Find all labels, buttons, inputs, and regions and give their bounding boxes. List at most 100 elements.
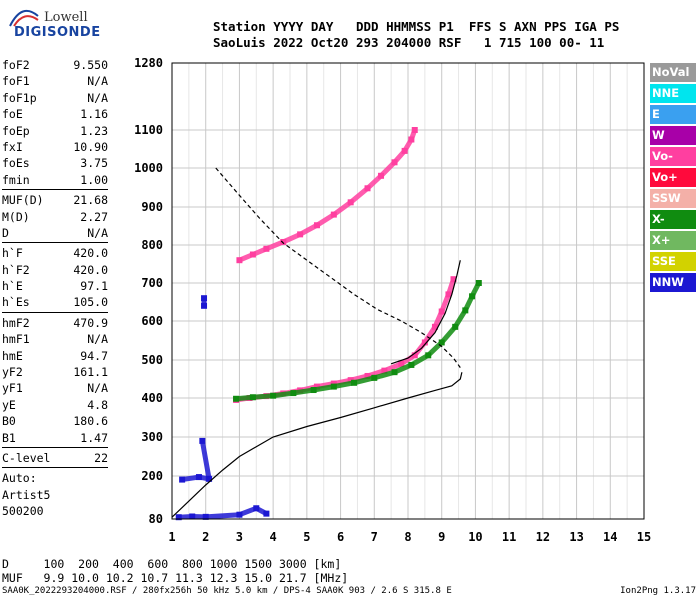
param-row: MUF(D) 21.68	[2, 192, 108, 208]
param-row: C-level 22	[2, 450, 108, 466]
param-value: N/A	[87, 74, 108, 89]
echo-point	[411, 127, 418, 133]
param-row: yF2 161.1	[2, 364, 108, 380]
legend-item: W	[650, 126, 696, 145]
muf-distance-table: D 100 200 400 600 800 1000 1500 3000 [km…	[2, 557, 348, 585]
muf-table-distance-row: D 100 200 400 600 800 1000 1500 3000 [km…	[2, 557, 342, 571]
logo-text-digisonde: DIGISONDE	[14, 25, 101, 40]
x-tick-label: 6	[337, 530, 344, 544]
y-tick-label: 800	[141, 238, 163, 252]
param-label: M(D)	[2, 209, 30, 224]
param-value: 420.0	[73, 246, 108, 261]
lowell-digisonde-logo: Lowell DIGISONDE	[6, 6, 106, 42]
echo-trace-segment	[250, 393, 276, 400]
y-tick-label: 600	[141, 314, 163, 328]
param-row: foE 1.16	[2, 106, 108, 122]
param-divider	[2, 311, 108, 313]
param-label: foF1	[2, 74, 30, 89]
param-divider	[2, 467, 108, 469]
param-value: 1.47	[80, 430, 108, 445]
param-label: hmF1	[2, 332, 30, 347]
param-value: 94.7	[80, 348, 108, 363]
echo-trace-segment	[371, 369, 398, 381]
x-tick-label: 1	[168, 530, 175, 544]
x-tick-label: 4	[270, 530, 277, 544]
profile-curve	[171, 372, 463, 518]
profile-curve	[390, 260, 461, 365]
param-row: foEs 3.75	[2, 155, 108, 171]
param-label: D	[2, 225, 9, 240]
param-label: h`F2	[2, 262, 30, 277]
param-value: 97.1	[80, 279, 108, 294]
x-tick-label: 13	[569, 530, 583, 544]
autoscale-line3: 500200	[2, 504, 44, 519]
echo-traces	[175, 127, 482, 521]
logo-antenna-icon	[9, 9, 39, 27]
x-tick-label: 7	[371, 530, 378, 544]
polarization-legend: NoVal NNE E W Vo- Vo+ SSW X- X+ SSE NNW	[650, 63, 696, 294]
param-value: 3.75	[80, 156, 108, 171]
param-row: h`F2 420.0	[2, 262, 108, 278]
param-value: 180.6	[73, 414, 108, 429]
y-tick-label: 1000	[134, 161, 163, 175]
legend-item: SSW	[650, 189, 696, 208]
legend-item: NNW	[650, 273, 696, 292]
param-label: h`E	[2, 279, 23, 294]
echo-trace-segment	[199, 438, 212, 482]
chart-grid	[171, 62, 645, 520]
param-value: 2.27	[80, 209, 108, 224]
autoscale-line2: Artist5	[2, 487, 51, 502]
param-label: B1	[2, 430, 16, 445]
param-label: foEs	[2, 156, 30, 171]
x-tick-label: 8	[404, 530, 411, 544]
x-tick-label: 14	[603, 530, 617, 544]
y-tick-label: 900	[141, 200, 163, 214]
legend-item: E	[650, 105, 696, 124]
param-value: 22	[94, 450, 108, 465]
echo-point	[201, 295, 208, 302]
param-divider	[2, 242, 108, 244]
x-tick-label: 15	[637, 530, 651, 544]
param-value: 470.9	[73, 315, 108, 330]
legend-item: SSE	[650, 252, 696, 271]
param-row: foEp 1.23	[2, 123, 108, 139]
param-row: h`F 420.0	[2, 245, 108, 261]
param-label: fxI	[2, 139, 23, 154]
param-label: foF1p	[2, 90, 37, 105]
param-value: 21.68	[73, 193, 108, 208]
param-value: 10.90	[73, 139, 108, 154]
logo-text-lowell: Lowell	[44, 10, 88, 25]
param-row: B0 180.6	[2, 413, 108, 429]
muf-table-muf-row: MUF 9.9 10.0 10.2 10.7 11.3 12.3 15.0 21…	[2, 571, 349, 585]
autoscale-line1: Auto:	[2, 471, 37, 486]
param-label: hmE	[2, 348, 23, 363]
param-value: N/A	[87, 381, 108, 396]
echo-trace-segment	[290, 387, 317, 396]
legend-item: X-	[650, 210, 696, 229]
legend-item: X+	[650, 231, 696, 250]
param-label: foF2	[2, 58, 30, 72]
param-value: N/A	[87, 225, 108, 240]
param-value: N/A	[87, 90, 108, 105]
param-row: hmF1 N/A	[2, 331, 108, 347]
x-tick-label: 11	[502, 530, 516, 544]
x-tick-label: 5	[303, 530, 310, 544]
y-tick-label: 1100	[134, 123, 163, 137]
param-value: 1.00	[80, 172, 108, 187]
echo-point	[263, 510, 270, 517]
software-version: Ion2Png 1.3.17	[620, 586, 696, 596]
param-label: fmin	[2, 172, 30, 187]
echo-trace-segment	[270, 390, 296, 399]
param-row: hmE 94.7	[2, 348, 108, 364]
param-label: MUF(D)	[2, 193, 44, 208]
echo-trace-segment	[203, 512, 242, 520]
param-row: foF1 N/A	[2, 73, 108, 89]
x-tick-label: 3	[236, 530, 243, 544]
param-label: yE	[2, 397, 16, 412]
param-divider	[2, 446, 108, 448]
param-value: 1.16	[80, 107, 108, 122]
y-tick-label: 200	[141, 469, 163, 483]
x-tick-label: 10	[468, 530, 482, 544]
param-value: 9.550	[73, 58, 108, 72]
param-value: 161.1	[73, 365, 108, 380]
